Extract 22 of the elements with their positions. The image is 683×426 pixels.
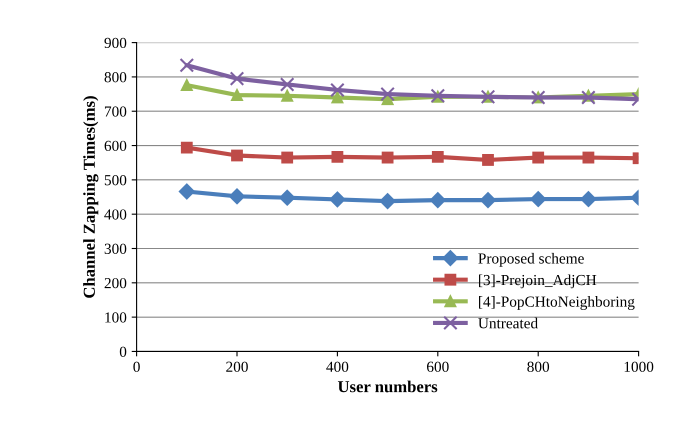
y-tick-label: 700 <box>104 106 126 117</box>
x-tick-label: 1000 <box>624 362 654 372</box>
y-tick-label: 100 <box>105 312 126 323</box>
y-tick-label: 800 <box>104 72 126 82</box>
y-tick-label: 200 <box>104 278 126 288</box>
y-tick-label: 300 <box>104 244 126 254</box>
legend-label: [3]-Prejoin_AdjCH <box>479 274 596 288</box>
x-tick-label: 200 <box>226 362 248 372</box>
x-tick-label: 800 <box>527 362 550 372</box>
y-tick-label: 600 <box>104 140 126 151</box>
y-tick-label: 0 <box>120 346 126 357</box>
legend-label: Untreated <box>478 318 538 328</box>
legend-label: [4]-PopCHtoNeighboring <box>479 296 635 310</box>
legend-label: Proposed scheme <box>478 252 584 267</box>
x-tick-label: 0 <box>133 362 140 372</box>
x-tick-label: 600 <box>427 362 449 372</box>
y-axis-title: Channel Zapping Times(ms) <box>83 96 98 298</box>
y-tick-label: 400 <box>104 209 126 220</box>
x-axis-title: User numbers <box>338 380 438 392</box>
y-tick-label: 900 <box>104 38 126 48</box>
x-tick-label: 400 <box>326 362 348 372</box>
y-tick-label: 500 <box>104 175 126 186</box>
